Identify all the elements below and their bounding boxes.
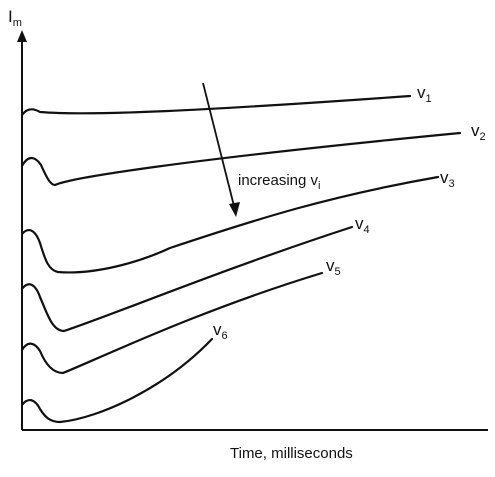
series-line-v2 (20, 131, 462, 187)
increasing-annotation-subscript: i (318, 180, 320, 192)
series-line-v1 (20, 94, 412, 117)
series-label-v5-main: v (326, 256, 335, 275)
series-label-v2: v2 (471, 121, 486, 143)
increasing-arrow-head (229, 202, 240, 217)
series-label-v6-subscript: 6 (222, 330, 228, 342)
series-label-v2-subscript: 2 (480, 131, 486, 143)
series-label-v3-main: v (440, 168, 449, 187)
y-axis-label-subscript: m (13, 17, 22, 29)
series-label-v6: v6 (213, 320, 228, 342)
series-line-v6 (20, 337, 214, 424)
increasing-annotation-main: increasing v (238, 172, 319, 189)
series-label-v2-main: v (471, 121, 480, 140)
series-label-v4: v4 (355, 214, 370, 236)
series-label-v4-main: v (355, 214, 364, 233)
series-label-v3-subscript: 3 (449, 178, 455, 190)
series-label-v5: v5 (326, 256, 341, 278)
series-label-v1-main: v (417, 83, 426, 102)
series-line-v4 (20, 225, 354, 333)
x-axis-label: Time, milliseconds (230, 445, 353, 462)
increasing-arrow-line (202, 82, 235, 207)
series-label-v4-subscript: 4 (364, 224, 370, 236)
y-axis-label-main: I (8, 7, 13, 26)
series-label-v5-subscript: 5 (335, 266, 341, 278)
y-axis-arrowhead (17, 30, 27, 42)
series-line-v5 (20, 271, 324, 375)
y-axis-label: Im (8, 7, 22, 29)
series-label-v1: v1 (417, 83, 432, 105)
series-label-v3: v3 (440, 168, 455, 190)
series-label-v1-subscript: 1 (426, 93, 432, 105)
increasing-annotation: increasing vi (238, 172, 321, 192)
series-label-v6-main: v (213, 320, 222, 339)
series-line-v3 (20, 175, 440, 274)
